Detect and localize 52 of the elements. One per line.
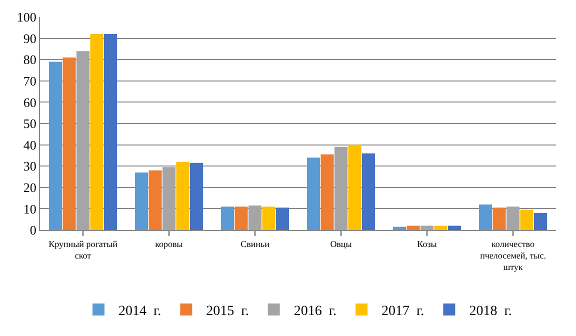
y-tick-label: 40 <box>23 137 36 152</box>
y-tick-label: 80 <box>23 52 36 68</box>
x-tick-label: количество пчелосемей, тыс. штук <box>480 238 546 272</box>
bar <box>162 167 176 230</box>
y-tick-label: 0 <box>30 222 36 238</box>
y-tick-label: 60 <box>23 94 36 110</box>
bar <box>76 51 90 230</box>
x-tick-label: Крупный рогатый скот <box>48 238 118 260</box>
bar <box>90 34 104 230</box>
bar <box>506 206 520 230</box>
x-tick-label: коровы <box>155 238 183 249</box>
bar <box>362 153 376 230</box>
y-tick-label: 10 <box>23 201 36 216</box>
legend-label: 2017 г. <box>382 304 424 319</box>
bar <box>448 226 462 230</box>
y-tick-label: 30 <box>23 158 36 174</box>
legend-label: 2016 г. <box>294 304 337 319</box>
y-tick-label: 90 <box>23 30 36 46</box>
x-tick-label: Овцы <box>330 238 352 249</box>
bar <box>262 206 276 230</box>
bar <box>234 206 248 230</box>
bar <box>276 208 290 230</box>
y-tick-label: 100 <box>16 10 36 25</box>
bar <box>534 212 548 230</box>
y-tick-label: 20 <box>23 180 36 195</box>
y-tick-label: 50 <box>23 116 36 132</box>
bar <box>148 170 162 230</box>
bar <box>492 208 506 230</box>
bar <box>104 34 118 230</box>
bar <box>62 57 76 230</box>
bar <box>320 154 334 230</box>
bar <box>406 226 420 230</box>
bar <box>220 206 234 230</box>
legend-label: 2014 г. <box>118 304 162 319</box>
y-tick-label: 70 <box>23 73 36 88</box>
bar <box>248 206 262 230</box>
bar <box>520 210 534 230</box>
bar <box>48 62 62 230</box>
bar <box>190 162 204 230</box>
bar <box>434 226 448 230</box>
bar <box>348 144 362 230</box>
legend-label: 2018 г. <box>469 304 512 319</box>
bar <box>392 226 406 230</box>
bar <box>478 204 492 230</box>
x-tick-label: Козы <box>417 238 437 249</box>
legend-label: 2015 г. <box>206 304 249 319</box>
bar <box>176 162 190 230</box>
bar <box>134 172 148 230</box>
x-tick-label: Свиньи <box>240 238 270 249</box>
bar <box>306 158 320 230</box>
bar <box>334 146 348 230</box>
bar <box>420 226 434 230</box>
